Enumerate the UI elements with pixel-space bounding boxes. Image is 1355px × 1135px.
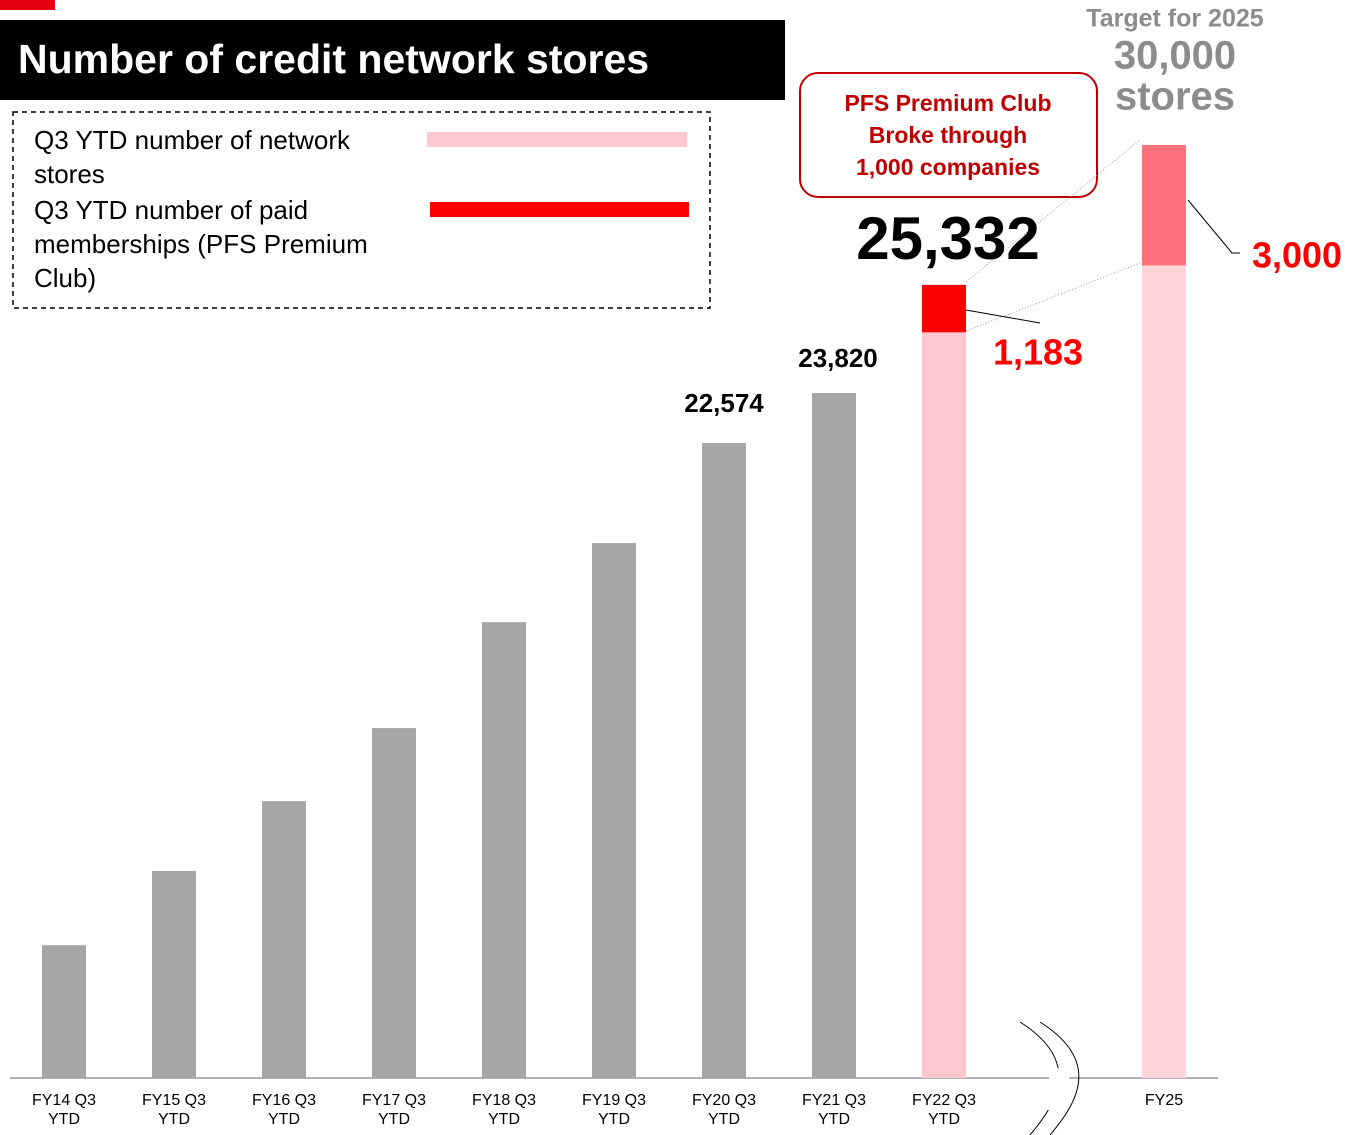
target-text: Target for 2025 [1086,5,1263,33]
bar [592,543,636,1078]
x-tick-label: FY18 Q3 YTD [471,1092,537,1128]
callout-text: Broke through [869,122,1027,148]
data-label: 3,000 [1252,235,1342,276]
bar [372,728,416,1078]
leader-line [965,309,1041,324]
connector [965,262,1141,332]
legend-swatch [430,202,689,217]
x-tick-label: FY25 [1144,1092,1184,1109]
bar [922,332,966,1078]
target-text: 30,000 [1114,34,1236,78]
x-tick-label: FY19 Q3 YTD [581,1092,647,1128]
legend-entry: Q3 YTD number of network stores [34,125,350,189]
x-tick-label: FY14 Q3 YTD [31,1092,97,1128]
legend-entry: Q3 YTD number of paid memberships (PFS P… [34,195,368,293]
chart-title: Number of credit network stores [18,36,649,82]
callout-text: 1,000 companies [856,154,1040,180]
bar [262,801,306,1078]
bar [702,443,746,1078]
callout-text: PFS Premium Club [844,90,1051,116]
legend-box [12,111,711,309]
bar [42,945,86,1078]
bar-segment [1142,145,1186,266]
x-tick-label: FY17 Q3 YTD [361,1092,427,1128]
callout-box [799,72,1098,198]
x-tick-label: FY22 Q3 YTD [911,1092,977,1128]
x-tick-label: FY16 Q3 YTD [251,1092,317,1128]
target-text: stores [1115,75,1235,119]
title-box [0,20,785,100]
bar [482,622,526,1078]
data-label: 22,574 [684,388,764,418]
data-label: 25,332 [856,205,1040,272]
data-label: 1,183 [993,332,1083,373]
x-tick-label: FY15 Q3 YTD [141,1092,207,1128]
corner-mark [0,0,55,10]
x-tick-label: FY20 Q3 YTD [691,1092,757,1128]
bar [152,870,196,1078]
legend-swatch [427,132,687,147]
x-tick-label: FY21 Q3 YTD [801,1092,867,1128]
bar [812,393,856,1079]
axis-break-gap [1020,1060,1072,1110]
bar-segment [922,284,966,333]
data-label: 23,820 [798,343,878,373]
bar [1142,265,1186,1078]
leader-line [1187,199,1240,254]
